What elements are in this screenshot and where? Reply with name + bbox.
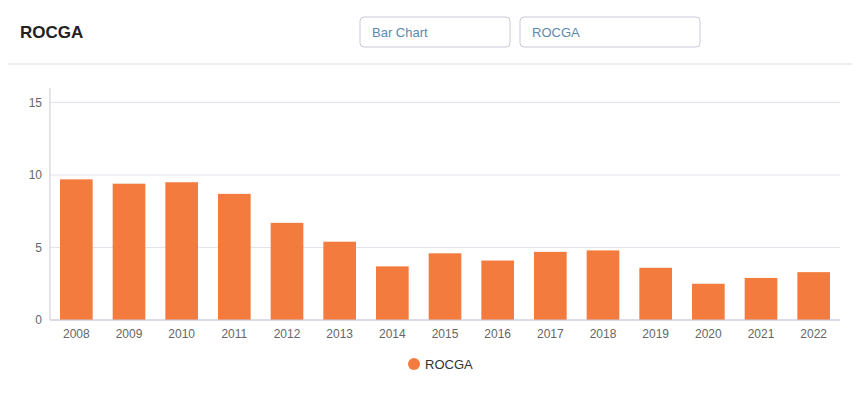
x-tick-label: 2017: [537, 327, 564, 341]
grid: [50, 103, 840, 321]
annotation-box: [520, 17, 700, 47]
y-axis-line: [50, 88, 51, 320]
x-tick-label: 2022: [800, 327, 827, 341]
title: ROCGA: [20, 23, 83, 42]
x-tick-label: 2015: [432, 327, 459, 341]
bar: [429, 253, 462, 320]
x-tick-label: 2012: [274, 327, 301, 341]
grid-line: [50, 102, 840, 103]
x-axis-line: [50, 320, 840, 321]
bar: [481, 261, 514, 320]
bar: [60, 179, 93, 320]
x-tick-label: 2016: [484, 327, 511, 341]
x-tick-label: 2008: [63, 327, 90, 341]
annotation: ROCGA: [532, 25, 580, 40]
bar: [534, 252, 567, 320]
x-tick-label: 2021: [748, 327, 775, 341]
x-tick-label: 2014: [379, 327, 406, 341]
legend-marker: [408, 358, 420, 370]
y-tick-label: 5: [35, 241, 42, 255]
chart-svg: ROCGA Bar Chart ROCGA 0 5 10 15 2008 2009 2010 201…: [0, 0, 860, 401]
legend: ROCGA: [408, 357, 473, 372]
bar: [165, 182, 198, 320]
legend-label: ROCGA: [425, 357, 473, 372]
x-tick-label: 2013: [326, 327, 353, 341]
y-tick-label: 10: [29, 168, 43, 182]
chart-container: ROCGA Bar Chart ROCGA 0 5 10 15 2008 2009 2010 201…: [0, 0, 860, 401]
bar: [113, 184, 146, 320]
bar: [323, 242, 356, 320]
grid-line: [50, 320, 840, 321]
bar: [639, 268, 672, 320]
bar: [376, 266, 409, 320]
header-divider: [8, 64, 852, 65]
annotation: Bar Chart: [372, 25, 428, 40]
bar: [218, 194, 251, 320]
bar: [587, 250, 620, 320]
annotation-box: [360, 17, 510, 47]
x-tick-label: 2019: [642, 327, 669, 341]
bar: [271, 223, 304, 320]
grid-line: [50, 175, 840, 176]
x-tick-label: 2011: [221, 327, 247, 341]
x-tick-label: 2018: [590, 327, 617, 341]
x-tick-label: 2009: [116, 327, 143, 341]
bar: [797, 272, 830, 320]
y-tick-label: 0: [35, 313, 42, 327]
x-tick-label: 2010: [168, 327, 195, 341]
bar: [692, 284, 725, 320]
y-tick-label: 15: [29, 96, 43, 110]
x-tick-label: 2020: [695, 327, 722, 341]
bar: [745, 278, 778, 320]
bars: [60, 179, 830, 320]
